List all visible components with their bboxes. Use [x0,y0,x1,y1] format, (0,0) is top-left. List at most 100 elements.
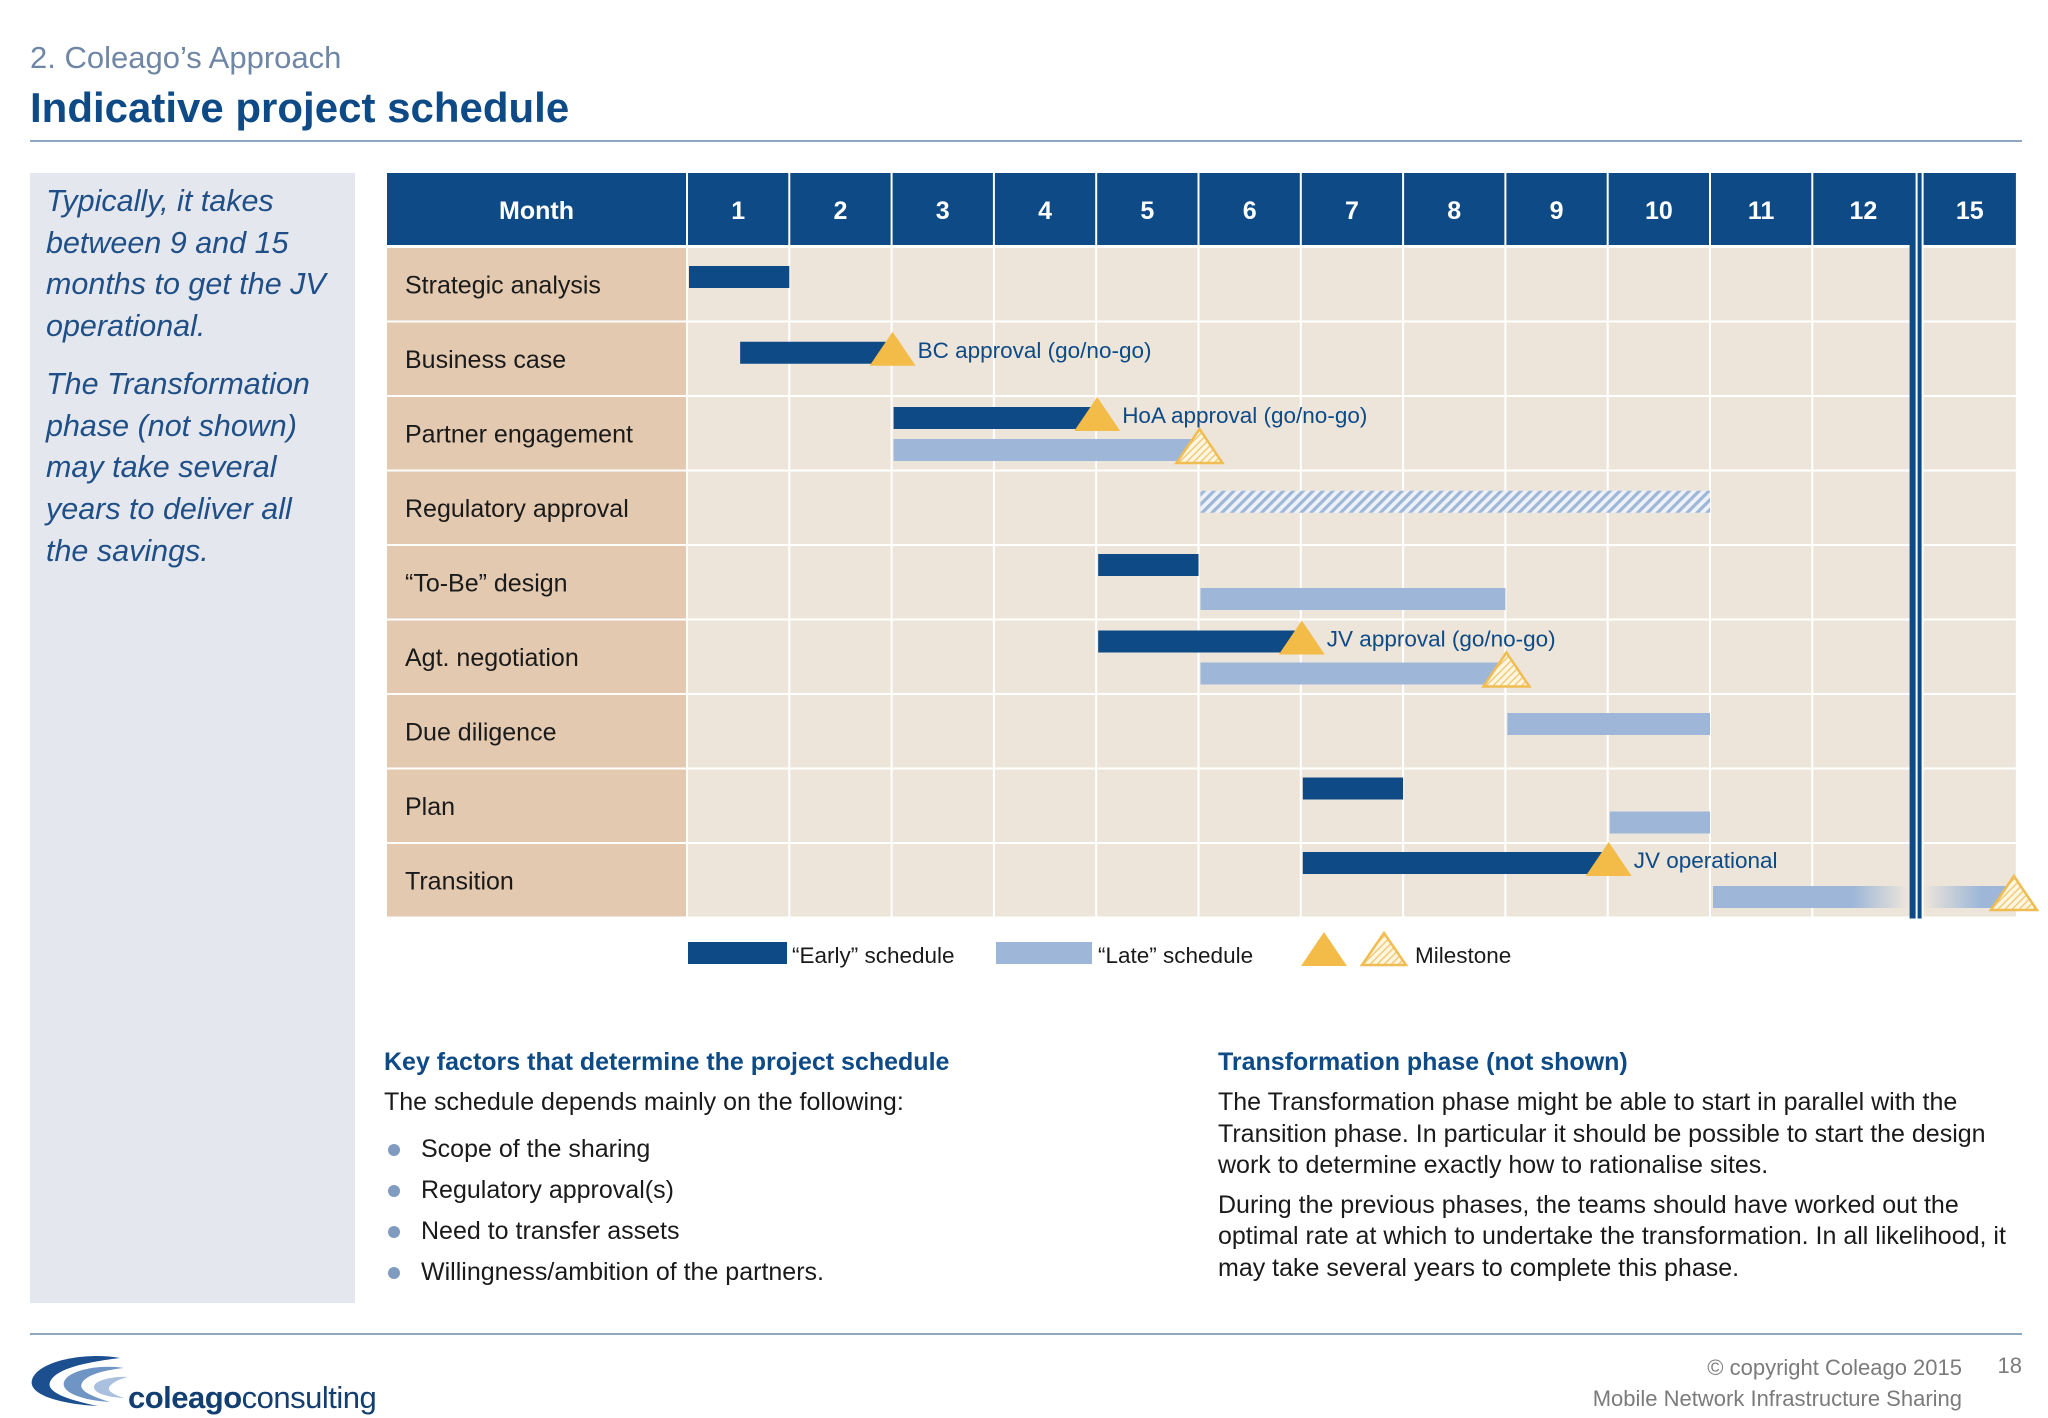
bar-early [1098,554,1199,576]
grid-cell [1404,397,1505,470]
grid-cell [688,844,789,917]
grid-cell [994,620,1096,693]
grid-cell [1199,248,1300,321]
document-name: Mobile Network Infrastructure Sharing [1592,1386,1962,1411]
month-tick-label: 3 [936,197,950,225]
month-tick-label: 7 [1345,197,1359,225]
month-header-cell [1608,173,1709,245]
task-label: Due diligence [405,718,557,746]
grid-cell [1506,322,1607,395]
legend-early-label: “Early” schedule [792,943,955,968]
grid-cell [1199,322,1300,395]
grid-cell [1923,620,2016,693]
grid-cell [688,546,789,619]
grid-cell [1404,695,1505,768]
month-tick-label: 9 [1550,197,1564,225]
grid-cell [994,844,1096,917]
header-label: Month [499,197,574,225]
grid-cell [790,620,891,693]
month-tick-label: 4 [1038,197,1052,225]
task-label: Plan [405,793,455,821]
grid-cell [1923,322,2016,395]
grid-cell [688,695,789,768]
month-header-cell [1301,173,1403,245]
grid-cell [1404,769,1505,842]
grid-cell [1097,769,1198,842]
month-tick-label: 10 [1645,197,1673,225]
grid-cell [1506,546,1607,619]
list-item-text: Need to transfer assets [421,1216,680,1245]
grid-cell [1813,620,1914,693]
list-item: Need to transfer assets [384,1211,1144,1252]
month-header-cell [1097,173,1198,245]
month-tick-label: 2 [833,197,847,225]
grid-cell [1711,471,1812,544]
grid-cell [1711,695,1812,768]
grid-cell [790,769,891,842]
grid-cell [1923,546,2016,619]
task-label-cell [387,471,686,544]
transformation-paragraph-1: The Transformation phase might be able t… [1218,1088,1986,1179]
grid-cell [1097,322,1198,395]
grid-cell [1923,248,2016,321]
grid-cell [1608,844,1709,917]
transformation-paragraph-2: During the previous phases, the teams sh… [1218,1190,2006,1282]
grid-cell [892,620,993,693]
list-item: Willingness/ambition of the partners. [384,1252,1144,1293]
key-factors-intro: The schedule depends mainly on the follo… [384,1088,904,1116]
milestone-late [1174,426,1225,465]
grid-cell [1813,322,1914,395]
milestone-early [869,331,916,366]
grid-cell [790,844,891,917]
milestone-label: JV approval (go/no-go) [1327,627,1556,652]
month-header-cell [892,173,993,245]
bar-uncertain [1200,490,1710,513]
legend-milestone-label: Milestone [1415,943,1511,968]
task-label: Strategic analysis [405,271,601,299]
grid-cell [892,248,993,321]
legend-milestone-early-icon [1301,932,1347,966]
grid-cell [1404,322,1505,395]
task-label: “To-Be” design [405,569,568,597]
grid-cell [994,546,1096,619]
side-panel: Typically, it takes between 9 and 15 mon… [30,173,355,1303]
copyright-notice: © copyright Coleago 2015 [1707,1355,1962,1380]
key-factors-section: Key factors that determine the project s… [384,1048,1144,1293]
month-header-cell [1199,173,1300,245]
milestone-label: HoA approval (go/no-go) [1122,403,1367,428]
list-item-text: Regulatory approval(s) [421,1175,674,1204]
legend-milestone-late-icon [1359,930,1409,967]
bar-late [1609,811,1710,834]
month-tick-label: 5 [1140,197,1154,225]
grid-cell [688,620,789,693]
milestone-label: BC approval (go/no-go) [918,338,1152,363]
grid-cell [1097,248,1198,321]
grid-cell [1711,397,1812,470]
grid-cell [1813,397,1914,470]
grid-cell [1923,471,2016,544]
grid-cell [892,844,993,917]
month-tick-label: 12 [1850,197,1878,225]
grid-cell [1813,471,1914,544]
grid-cell [1506,769,1607,842]
list-item-text: Willingness/ambition of the partners. [421,1257,824,1286]
month-header-cell [688,173,789,245]
task-label-cell [387,695,686,768]
bar-late [893,439,1199,461]
key-factors-heading: Key factors that determine the project s… [384,1048,950,1076]
grid-cell [790,248,891,321]
logo-text-light: consulting [241,1380,377,1415]
legend-late-label: “Late” schedule [1098,943,1253,968]
grid-cell [892,769,993,842]
task-label: Business case [405,346,566,374]
grid-cell [1813,695,1914,768]
grid-cell [1711,322,1812,395]
side-panel-text-1: Typically, it takes between 9 and 15 mon… [46,184,326,344]
grid-cell [994,322,1096,395]
grid-cell [1301,695,1403,768]
grid-cell [1097,471,1198,544]
grid-cell [1301,248,1403,321]
milestone-early [1278,620,1325,655]
task-label: Agt. negotiation [405,644,579,672]
task-label-cell [387,620,686,693]
